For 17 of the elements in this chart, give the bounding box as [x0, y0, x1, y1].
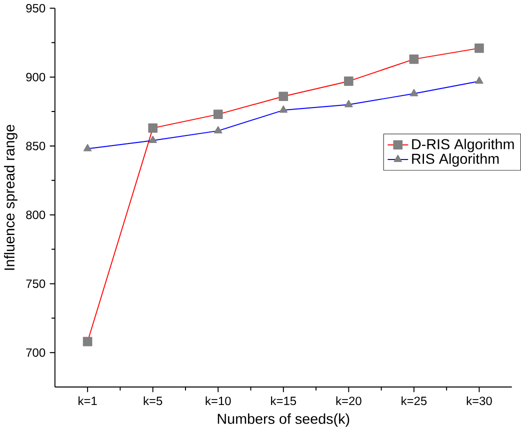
y-tick-label: 850 [26, 142, 46, 150]
legend-label: RIS Algorithm [412, 153, 499, 167]
legend-label: D-RIS Algorithm [412, 138, 514, 152]
y-axis-title: Influence spread range [4, 124, 18, 270]
x-tick-label: k=30 [466, 396, 492, 406]
y-tick-label: 900 [26, 72, 46, 82]
y-tick-label: 950 [26, 4, 46, 13]
x-tick-label: k=1 [78, 396, 97, 406]
y-tick-label: 700 [26, 348, 46, 357]
y-tick-label: 750 [26, 280, 46, 288]
y-tick-label: 800 [26, 210, 46, 220]
x-tick-label: k=5 [144, 396, 162, 406]
x-tick-label: k=25 [402, 396, 427, 406]
x-tick-label: k=20 [336, 396, 362, 406]
x-tick-label: k=10 [206, 396, 231, 406]
x-tick-label: k=15 [271, 396, 296, 406]
x-axis-title: Numbers of seeds(k) [218, 414, 350, 427]
